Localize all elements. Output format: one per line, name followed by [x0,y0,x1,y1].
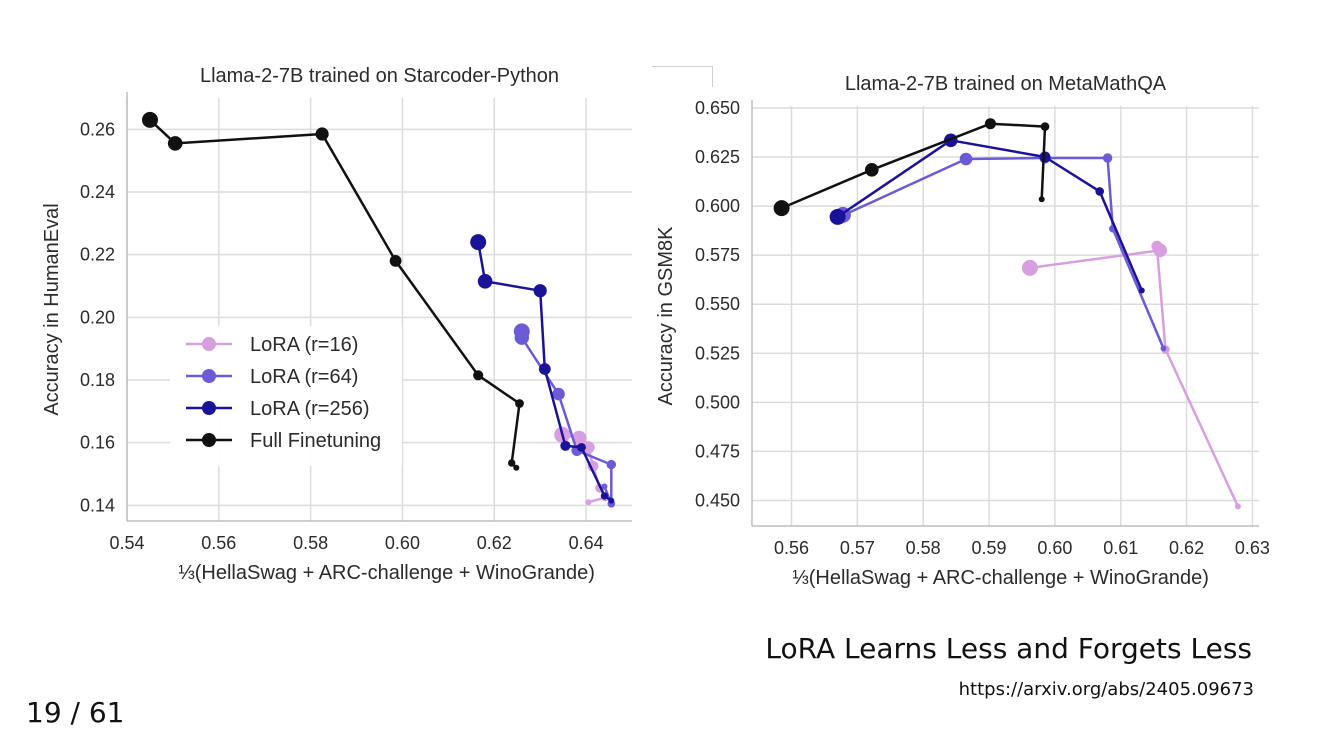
data-point [773,200,790,217]
y-tick-label: 0.625 [695,147,740,167]
data-point [585,499,592,506]
data-point [167,136,183,151]
data-point [1038,196,1045,203]
data-point [142,111,158,128]
x-tick-label: 0.64 [569,533,604,553]
chart-title: Llama-2-7B trained on Starcoder-Python [200,65,559,87]
legend-label: LoRA (r=16) [250,334,358,356]
y-tick-label: 0.600 [695,196,740,216]
chart-metamathqa: 0.56 0.57 0.58 0.59 0.60 0.61 0.62 0.63 0.450 0.4… [655,73,1270,589]
data-point [1160,345,1167,352]
data-point [1138,287,1145,294]
legend-label: Full Finetuning [250,430,381,452]
data-point [601,483,608,490]
x-tick-label: 0.60 [385,533,420,553]
legend-label: LoRA (r=256) [250,398,370,420]
x-tick-label: 0.62 [1169,538,1204,558]
data-point [315,127,329,141]
data-point [538,363,551,375]
x-tick-label: 0.56 [774,538,809,558]
data-point [552,387,565,401]
legend-label: LoRA (r=64) [250,366,358,388]
data-point [959,152,973,166]
series-line-3 [148,118,521,469]
y-tick-label: 0.550 [695,294,740,314]
data-point [508,459,516,467]
data-point [560,440,571,451]
y-tick-label: 0.575 [695,245,740,265]
y-tick-label: 0.525 [695,343,740,363]
y-tick-label: 0.22 [80,245,115,265]
x-tick-label: 0.62 [477,533,512,553]
data-point [477,274,493,289]
paper-url[interactable]: https://arxiv.org/abs/2405.09673 [958,679,1254,700]
y-tick-label: 0.18 [80,370,115,390]
data-point [984,118,996,130]
y-tick-label: 0.20 [80,307,115,327]
data-point [577,443,586,452]
y-tick-label: 0.24 [80,182,115,202]
legend-swatch-marker [202,337,216,351]
x-tick-label: 0.60 [1037,538,1072,558]
y-tick-label: 0.14 [80,495,115,515]
decorative-corner-line [652,66,713,87]
y-tick-label: 0.450 [695,490,740,510]
data-point [470,234,487,251]
paper-title: LoRA Learns Less and Forgets Less [765,632,1252,665]
legend-swatch-marker [202,369,216,383]
x-axis-label: ⅓(HellaSwag + ARC-challenge + WinoGrande… [792,567,1209,589]
data-point [513,464,520,471]
legend-swatch-marker [202,401,216,415]
data-point [606,459,616,470]
x-tick-label: 0.54 [109,533,144,553]
x-tick-label: 0.58 [906,538,941,558]
legend-swatch-marker [202,433,216,447]
y-axis-label: Accuracy in HumanEval [41,203,63,415]
x-tick-label: 0.63 [1235,538,1270,558]
series-line-0 [1028,245,1240,508]
data-point [1234,503,1241,510]
y-axis-label: Accuracy in GSM8K [655,226,677,406]
x-tick-label: 0.59 [972,538,1007,558]
y-tick-label: 0.500 [695,392,740,412]
x-axis-label: ⅓(HellaSwag + ARC-challenge + WinoGrande… [178,562,595,584]
x-tick-label: 0.58 [293,533,328,553]
data-point [582,441,595,454]
y-tick-label: 0.650 [695,98,740,118]
x-tick-label: 0.61 [1103,538,1138,558]
data-point [1102,153,1113,163]
y-tick-label: 0.475 [695,441,740,461]
series-line-2 [476,240,613,502]
data-point [608,497,615,504]
data-point [1151,240,1163,252]
y-tick-label: 0.16 [80,433,115,453]
data-point [1095,187,1104,196]
data-point [600,492,609,500]
data-point [533,284,547,298]
data-point [514,330,529,345]
data-point [1040,122,1050,131]
series-line-1 [838,156,1165,350]
data-point [572,430,587,446]
data-point [473,370,484,381]
data-point [829,208,846,225]
data-point [865,163,879,177]
chart-starcoder-python: 0.54 0.56 0.58 0.60 0.62 0.64 0.14 0.16 0.18 0.20… [41,65,632,584]
data-point [515,399,524,408]
chart-title: Llama-2-7B trained on MetaMathQA [845,73,1167,95]
x-tick-label: 0.56 [201,533,236,553]
slide-page-number: 19 / 61 [26,696,125,729]
x-tick-label: 0.57 [840,538,875,558]
data-point [1021,259,1038,276]
data-point [389,255,402,267]
y-tick-label: 0.26 [80,119,115,139]
